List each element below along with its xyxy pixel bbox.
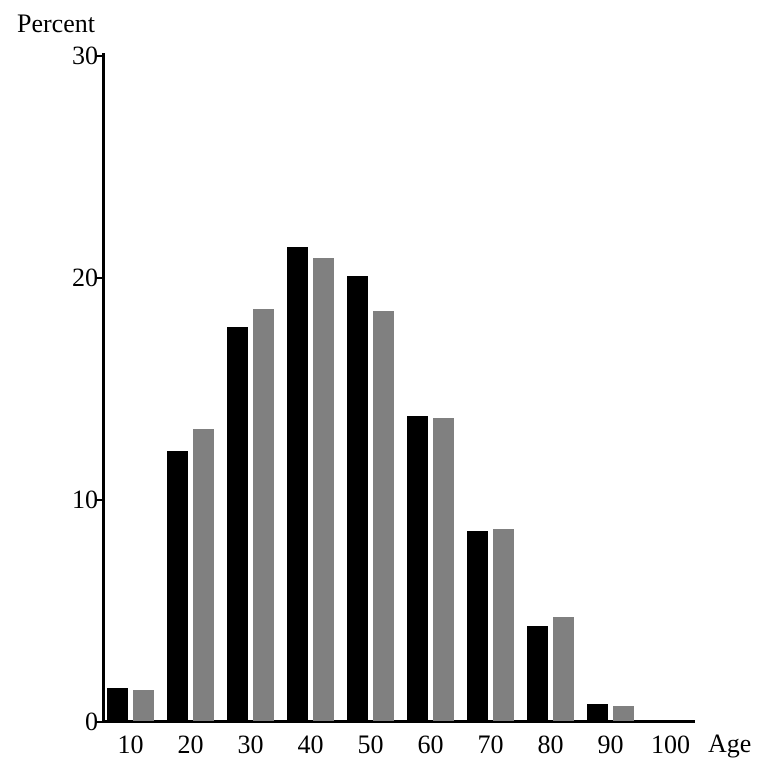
x-tick-label-80: 80 <box>537 730 564 759</box>
x-tick-label-90: 90 <box>597 730 624 759</box>
bar-gray-age-10 <box>132 690 154 722</box>
bar-gray-age-80 <box>552 617 574 722</box>
y-tick-label-20: 20 <box>72 263 98 293</box>
bar-black-age-50 <box>347 275 369 722</box>
bar-black-age-60 <box>407 415 429 722</box>
bar-black-age-90 <box>587 703 609 722</box>
x-axis-line <box>102 720 695 723</box>
y-axis-line <box>102 53 105 723</box>
y-tick-label-10: 10 <box>72 484 98 514</box>
x-tick-label-50: 50 <box>357 730 384 759</box>
y-axis-title: Percent <box>17 9 95 38</box>
x-axis-title: Age <box>708 729 752 758</box>
bar-gray-age-60 <box>432 417 454 722</box>
bar-gray-age-70 <box>492 528 514 722</box>
bar-black-age-20 <box>167 451 189 722</box>
bar-black-age-80 <box>527 626 549 722</box>
y-tick-mark-30 <box>96 55 103 58</box>
y-tick-mark-0 <box>96 720 103 723</box>
bar-black-age-70 <box>467 530 489 722</box>
x-tick-label-40: 40 <box>297 730 324 759</box>
x-tick-label-20: 20 <box>177 730 204 759</box>
x-tick-label-70: 70 <box>477 730 504 759</box>
y-tick-mark-10 <box>96 498 103 501</box>
x-tick-label-60: 60 <box>417 730 444 759</box>
bar-black-age-40 <box>287 247 309 722</box>
x-tick-label-30: 30 <box>237 730 264 759</box>
bar-gray-age-20 <box>192 428 214 722</box>
x-tick-label-10: 10 <box>117 730 144 759</box>
bar-black-age-30 <box>227 326 249 722</box>
y-tick-label-30: 30 <box>72 41 98 71</box>
x-tick-label-100: 100 <box>651 730 690 759</box>
y-tick-mark-20 <box>96 277 103 280</box>
y-tick-label-0: 0 <box>85 706 98 736</box>
bar-black-age-10 <box>107 688 129 722</box>
bar-gray-age-30 <box>252 309 274 722</box>
bar-gray-age-50 <box>372 311 394 722</box>
bar-gray-age-40 <box>312 258 334 722</box>
bar-gray-age-90 <box>612 705 634 722</box>
